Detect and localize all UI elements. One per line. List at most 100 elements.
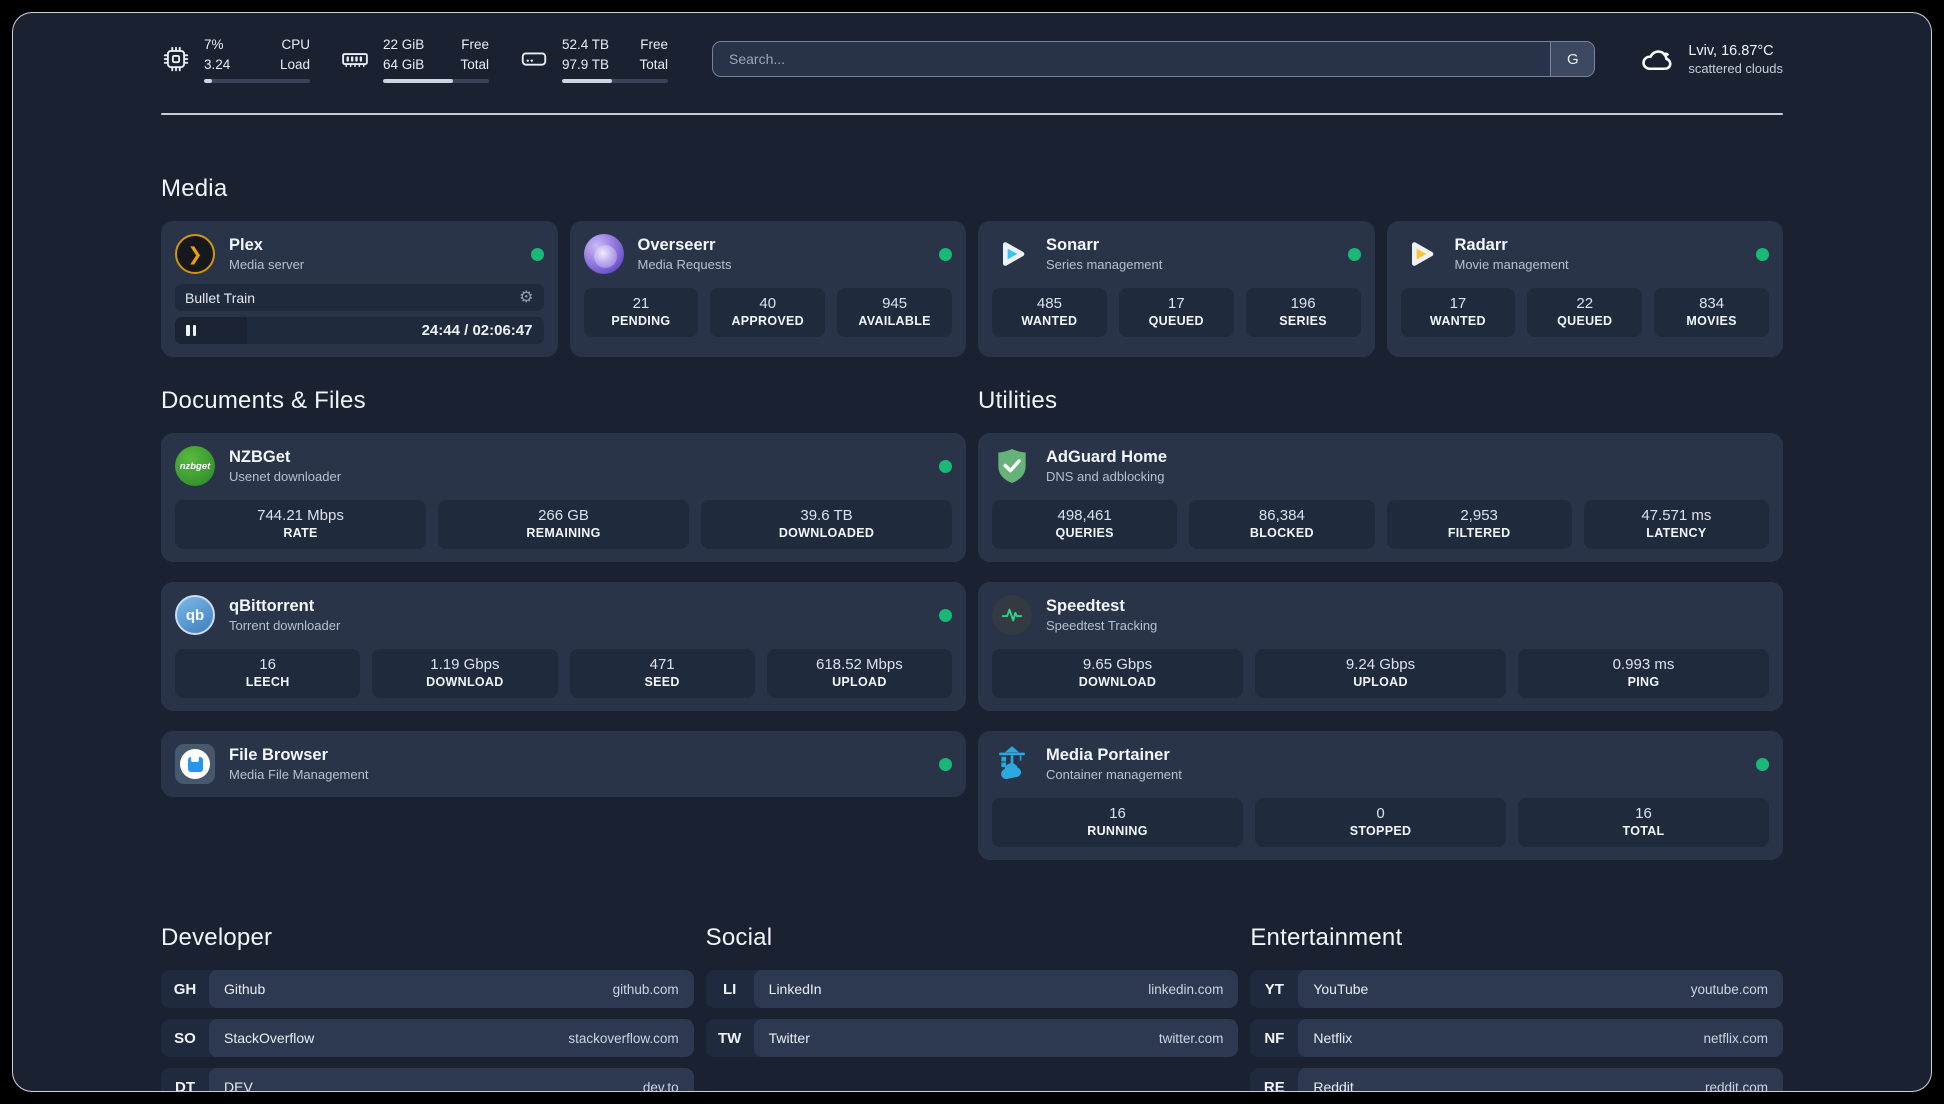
stat-label: RATE [283,526,318,540]
bookmark-abbr: RE [1263,1078,1285,1092]
stat-value: 21 [632,295,650,312]
bookmark-url: linkedin.com [1148,981,1224,997]
app-name: Plex [229,236,263,254]
search-engine-button[interactable]: G [1550,42,1595,76]
bookmark-twitter[interactable]: TW Twitter twitter.com [705,1019,1239,1057]
bookmark-abbr: NF [1264,1029,1285,1047]
stat-label: SEED [644,675,680,689]
bookmark-stackoverflow[interactable]: SO StackOverflow stackoverflow.com [161,1019,694,1057]
stat-label: FILTERED [1447,526,1511,540]
app-card-adguard[interactable]: AdGuard Home DNS and adblocking 498,461 Q… [978,433,1783,562]
stat-value: 2,953 [1460,507,1498,524]
disk-free-label: Free [640,37,668,53]
speedtest-icon [992,595,1032,635]
stat-label: WANTED [1021,314,1078,328]
bookmark-name: Reddit [1313,1079,1354,1092]
plex-icon: ❯ [175,234,215,274]
stat-value: 22 [1576,295,1594,312]
stat-label: LEECH [245,675,290,689]
qbittorrent-icon: qb [175,595,215,635]
stat-value: 40 [759,295,777,312]
status-dot [1756,247,1769,261]
bookmark-name: LinkedIn [768,981,822,997]
bookmark-netflix[interactable]: NF Netflix netflix.com [1250,1019,1783,1057]
stat-label: QUEUED [1148,314,1204,328]
stat-label: RUNNING [1087,824,1148,838]
stat-label: DOWNLOADED [778,526,875,540]
stat-value: 834 [1699,295,1725,312]
bookmark-reddit[interactable]: RE Reddit reddit.com [1250,1068,1783,1092]
stat-label: LATENCY [1646,526,1707,540]
disk-icon [521,52,547,66]
stat-label: UPLOAD [832,675,887,689]
search-input[interactable] [713,42,1551,76]
section-heading-entertainment: Entertainment [1250,924,1403,951]
app-card-qbittorrent[interactable]: qb qBittorrent Torrent downloader 16 LEEC… [161,582,966,711]
stat-value: 196 [1290,295,1316,312]
bookmark-abbr: YT [1264,980,1284,998]
status-dot [1347,247,1361,261]
bookmark-url: github.com [612,981,679,997]
app-subtitle: Usenet downloader [229,469,342,484]
portainer-icon [992,744,1032,784]
header-divider [161,113,1783,115]
cpu-icon [163,46,189,72]
overseerr-icon [583,234,624,274]
app-subtitle: Container management [1046,767,1182,782]
app-card-speedtest[interactable]: Speedtest Speedtest Tracking 9.65 Gbps DO… [978,582,1783,711]
ram-free-label: Free [461,37,489,53]
cpu-percent: 7% [204,37,224,53]
app-card-sonarr[interactable]: Sonarr Series management 485 WANTED 17 QUE… [978,221,1375,357]
ram-total: 64 GiB [383,56,425,72]
status-dot [939,757,952,771]
cpu-metric: 7% 3.24 CPU Load [161,35,310,83]
app-card-overseerr[interactable]: Overseerr Media Requests 21 PENDING 40 APP… [569,221,966,357]
stat-value: 1.19 Gbps [430,656,500,673]
bookmark-url: stackoverflow.com [568,1030,679,1046]
status-dot [1756,757,1769,771]
gear-icon[interactable]: ⚙ [519,288,534,306]
stat-value: 9.24 Gbps [1345,656,1416,673]
app-card-nzbget[interactable]: nzbget NZBGet Usenet downloader 744.21 M… [161,433,966,562]
status-dot [939,459,952,473]
app-name: NZBGet [229,448,291,466]
app-name: File Browser [229,746,329,764]
app-card-radarr[interactable]: Radarr Movie management 17 WANTED 22 QUEUE… [1386,221,1783,357]
stat-tile: 16 TOTAL [1518,798,1769,847]
app-card-plex[interactable]: ❯ Plex Media server Bullet Train ⚙ 24:44… [161,221,558,357]
bookmark-url: youtube.com [1690,981,1768,997]
stat-tile: 485 WANTED [992,288,1107,337]
bookmark-github[interactable]: GH Github github.com [161,970,694,1008]
nzbget-icon: nzbget [175,446,215,486]
app-card-portainer[interactable]: Media Portainer Container management 16 R… [978,731,1783,860]
stat-label: PENDING [611,314,671,328]
stat-label: TOTAL [1622,824,1665,838]
ram-free: 22 GiB [383,37,425,53]
bookmark-dev[interactable]: DT DEV dev.to [161,1068,694,1091]
stat-value: 16 [1109,805,1126,822]
bookmark-youtube[interactable]: YT YouTube youtube.com [1250,970,1783,1008]
stat-tile: 2,953 FILTERED [1386,500,1572,549]
ram-icon [342,53,368,67]
bookmark-abbr: LI [722,980,737,998]
app-name: Speedtest [1046,597,1125,615]
stat-tile: 17 WANTED [1400,288,1516,337]
stat-tile: 744.21 Mbps RATE [175,500,426,549]
stat-tile: 9.65 Gbps DOWNLOAD [992,649,1243,698]
bookmark-abbr: SO [174,1029,196,1047]
stat-tile: 471 SEED [569,649,755,698]
search-bar: G [712,41,1596,77]
cpu-load-avg: 3.24 [204,56,231,72]
app-card-filebrowser[interactable]: File Browser Media File Management [161,731,966,797]
section-heading-media: Media [161,175,228,202]
stat-label: WANTED [1429,314,1486,328]
bookmark-linkedin[interactable]: LI LinkedIn linkedin.com [705,970,1239,1008]
app-name: qBittorrent [229,597,315,615]
stat-label: MOVIES [1686,314,1737,328]
bookmark-url: netflix.com [1703,1030,1768,1046]
stat-label: QUERIES [1055,526,1114,540]
stat-label: DOWNLOAD [426,675,504,689]
cloud-icon [1642,50,1672,71]
section-heading-developer: Developer [161,924,273,951]
status-dot [939,608,952,622]
